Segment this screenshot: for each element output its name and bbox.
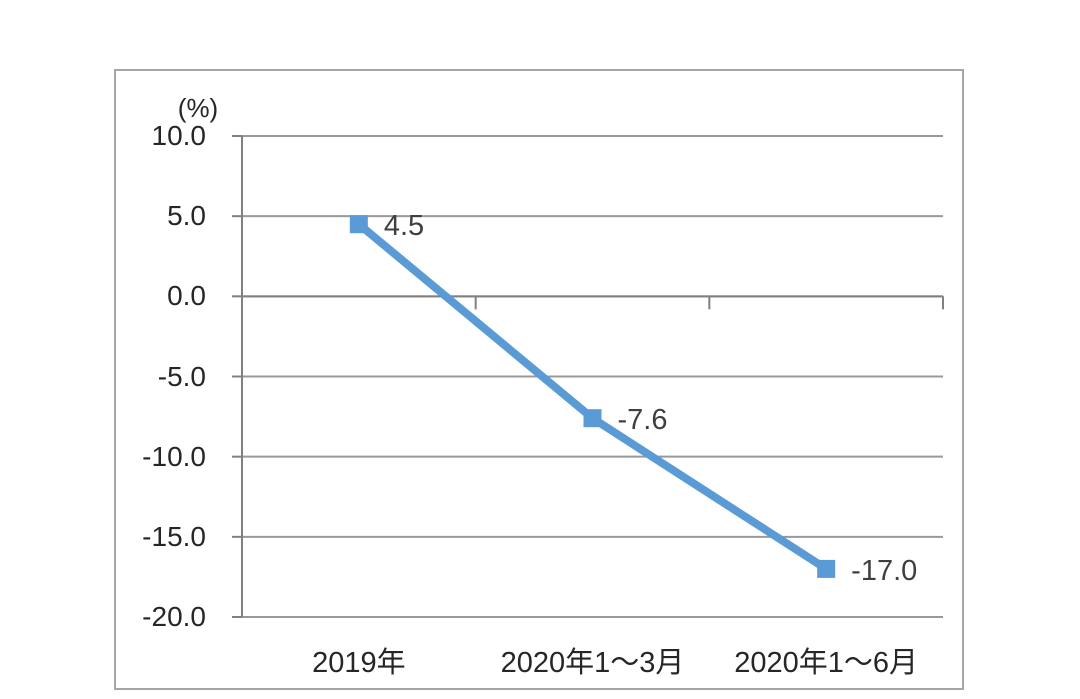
data-point-marker xyxy=(349,215,368,234)
y-axis-tick-label: -10.0 xyxy=(142,440,206,472)
data-label: -7.6 xyxy=(617,404,668,437)
y-axis-unit-label: (%) xyxy=(177,93,219,123)
data-point-marker xyxy=(583,409,602,428)
chart-frame xyxy=(114,69,964,690)
x-axis-category-label: 2020年1～6月 xyxy=(734,647,919,679)
data-label: -17.0 xyxy=(851,554,918,587)
y-axis-tick-label: 10.0 xyxy=(151,120,207,151)
y-axis-tick-label: 0.0 xyxy=(167,280,206,312)
x-axis-category-label: 2020年1～3月 xyxy=(500,647,685,679)
x-axis-category-label: 2019年 xyxy=(312,647,406,679)
y-axis-tick-label: -5.0 xyxy=(157,360,206,392)
series-line xyxy=(356,221,829,573)
data-label: 4.5 xyxy=(383,210,425,243)
data-point-marker xyxy=(817,559,836,578)
y-axis-tick-label: 5.0 xyxy=(167,200,206,232)
y-axis-tick-label: -15.0 xyxy=(142,520,206,552)
y-axis-tick-label: -20.0 xyxy=(142,601,206,632)
